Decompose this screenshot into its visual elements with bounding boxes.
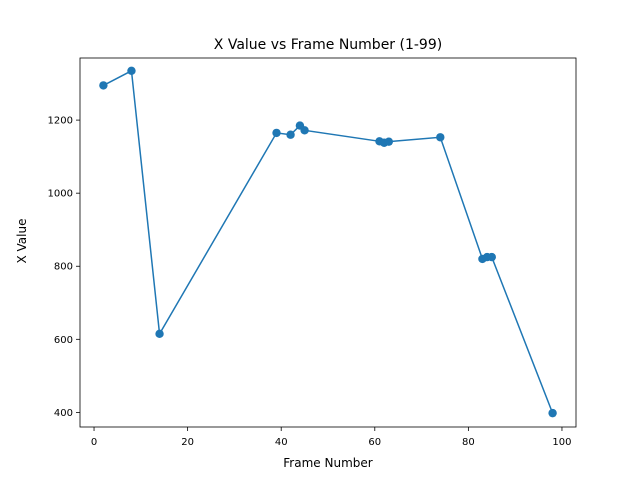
x-tick-label: 20 [181, 437, 194, 448]
y-tick-label: 800 [54, 262, 73, 273]
y-tick-label: 600 [54, 335, 73, 346]
data-point [300, 126, 309, 135]
plot-marks [99, 66, 557, 418]
data-point [286, 130, 295, 139]
x-axis-label: Frame Number [283, 456, 372, 470]
chart-title: X Value vs Frame Number (1-99) [214, 37, 442, 53]
data-point [272, 128, 281, 138]
data-point [548, 408, 557, 418]
x-tick-label: 100 [552, 437, 571, 448]
x-tick-label: 40 [275, 437, 288, 448]
x-tick-label: 60 [368, 437, 381, 448]
data-point [127, 66, 136, 75]
x-tick-label: 80 [462, 437, 475, 448]
y-tick-label: 1200 [48, 116, 73, 127]
data-point [436, 133, 445, 142]
x-tick-label: 0 [91, 437, 97, 448]
axes: 0 20 40 60 80 100 400 600 800 1000 1200 [48, 57, 577, 448]
data-point [155, 329, 164, 339]
data-point [487, 252, 496, 262]
data-point [99, 81, 108, 90]
y-tick-label: 400 [54, 408, 73, 419]
y-tick-label: 1000 [48, 189, 73, 200]
y-axis-label: X Value [15, 219, 29, 264]
plot-frame [79, 57, 577, 428]
data-point [384, 137, 394, 146]
